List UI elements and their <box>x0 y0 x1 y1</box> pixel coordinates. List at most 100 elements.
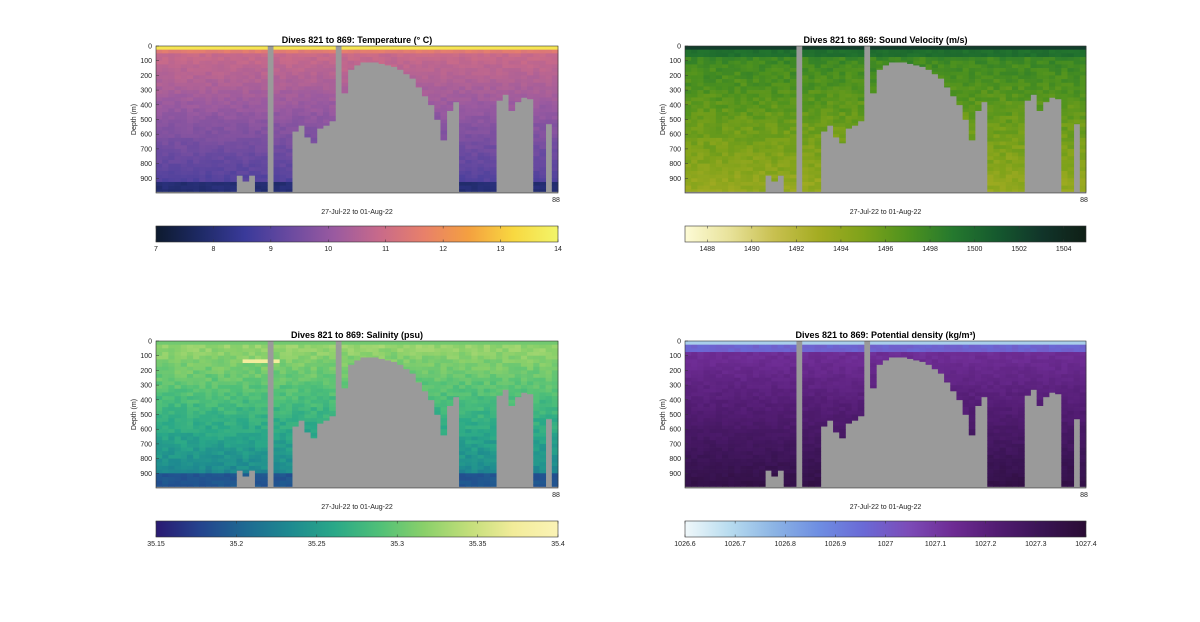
heatmap-cell <box>261 421 268 426</box>
heatmap-cell <box>224 363 231 368</box>
heatmap-cell <box>808 148 815 153</box>
heatmap-cell <box>1079 174 1087 179</box>
heatmap-cell <box>273 46 281 50</box>
heatmap-cell <box>248 49 256 54</box>
heatmap-cell <box>752 159 760 164</box>
heatmap-cell <box>205 352 213 356</box>
heatmap-cell <box>236 148 243 153</box>
heatmap-cell <box>999 174 1007 179</box>
heatmap-cell <box>465 377 472 382</box>
heatmap-cell <box>248 130 256 135</box>
heatmap-cell <box>360 57 367 61</box>
heatmap-cell <box>205 381 213 386</box>
heatmap-cell <box>156 392 163 397</box>
heatmap-cell <box>459 141 466 146</box>
heatmap-cell <box>174 104 182 109</box>
heatmap-cell <box>248 469 256 471</box>
heatmap-cell <box>502 53 509 58</box>
heatmap-cell <box>186 49 194 54</box>
heatmap-cell <box>783 119 791 124</box>
heatmap-cell <box>709 68 717 73</box>
heatmap-cell <box>514 370 522 375</box>
heatmap-cell <box>156 145 163 150</box>
heatmap-cell <box>279 458 287 463</box>
heatmap-cell <box>186 399 194 404</box>
heatmap-cell <box>186 458 194 463</box>
heatmap-cell <box>186 341 194 345</box>
colorbar-tick-label: 1504 <box>1056 246 1072 253</box>
heatmap-cell <box>783 49 791 54</box>
heatmap-cell <box>508 348 516 353</box>
heatmap-cell <box>440 68 448 73</box>
heatmap-cell <box>489 377 497 382</box>
heatmap-cell <box>353 355 361 360</box>
heatmap-cell <box>397 49 404 54</box>
heatmap-cell <box>814 79 822 84</box>
heatmap-cell <box>273 465 281 470</box>
heatmap-cell <box>765 46 772 50</box>
heatmap-cell <box>993 137 1001 142</box>
heatmap-cell <box>496 57 503 61</box>
heatmap-cell <box>722 97 729 102</box>
heatmap-cell <box>236 443 243 448</box>
heatmap-cell <box>279 447 287 452</box>
heatmap-cell <box>162 104 169 109</box>
heatmap-cell <box>777 137 785 142</box>
heatmap-cell <box>316 82 324 87</box>
heatmap-cell <box>156 53 163 58</box>
heatmap-cell <box>715 134 723 139</box>
heatmap-cell <box>261 159 268 164</box>
heatmap-cell <box>1024 46 1031 50</box>
heatmap-cell <box>981 49 988 54</box>
heatmap-cell <box>987 159 994 164</box>
heatmap-cell <box>471 388 478 393</box>
heatmap-cell <box>322 414 330 419</box>
heatmap-cell <box>808 115 815 120</box>
heatmap-cell <box>483 370 491 375</box>
heatmap-cell <box>205 465 213 470</box>
heatmap-cell <box>180 374 188 379</box>
heatmap-cell <box>459 396 466 401</box>
heatmap-cell <box>242 440 250 445</box>
heatmap-cell <box>279 469 287 474</box>
heatmap-cell <box>329 112 336 117</box>
heatmap-cell <box>1067 86 1075 91</box>
heatmap-cell <box>968 101 976 106</box>
heatmap-cell <box>465 348 472 353</box>
heatmap-cell <box>1005 148 1013 153</box>
heatmap-cell <box>1018 152 1025 157</box>
heatmap-cell <box>273 432 281 437</box>
heatmap-cell <box>452 388 460 393</box>
heatmap-cell <box>974 101 982 106</box>
heatmap-cell <box>734 159 741 164</box>
heatmap-cell <box>1067 189 1075 192</box>
heatmap-cell <box>285 377 293 382</box>
heatmap-cell <box>514 352 522 356</box>
heatmap-cell <box>459 152 466 157</box>
heatmap-cell <box>366 53 373 58</box>
heatmap-cell <box>199 359 206 364</box>
heatmap-cell <box>310 348 318 353</box>
heatmap-cell <box>279 407 287 412</box>
heatmap-cell <box>1018 189 1025 192</box>
heatmap-cell <box>360 344 367 349</box>
heatmap-cell <box>962 53 970 58</box>
heatmap-cell <box>285 64 293 69</box>
heatmap-cell <box>759 104 766 109</box>
heatmap-cell <box>199 451 206 456</box>
heatmap-cell <box>452 381 460 386</box>
heatmap-cell <box>329 352 336 356</box>
heatmap-cell <box>224 429 231 434</box>
heatmap-cell <box>703 156 711 161</box>
heatmap-cell <box>956 90 964 95</box>
heatmap-cell <box>193 115 200 120</box>
heatmap-cell <box>709 126 717 131</box>
heatmap-cell <box>261 64 268 69</box>
heatmap-cell <box>968 137 976 141</box>
heatmap-cell <box>489 484 497 487</box>
heatmap-cell <box>759 82 766 87</box>
heatmap-cell <box>236 141 243 146</box>
heatmap-cell <box>162 418 169 423</box>
heatmap-cell <box>459 465 466 470</box>
heatmap-cell <box>845 75 852 80</box>
